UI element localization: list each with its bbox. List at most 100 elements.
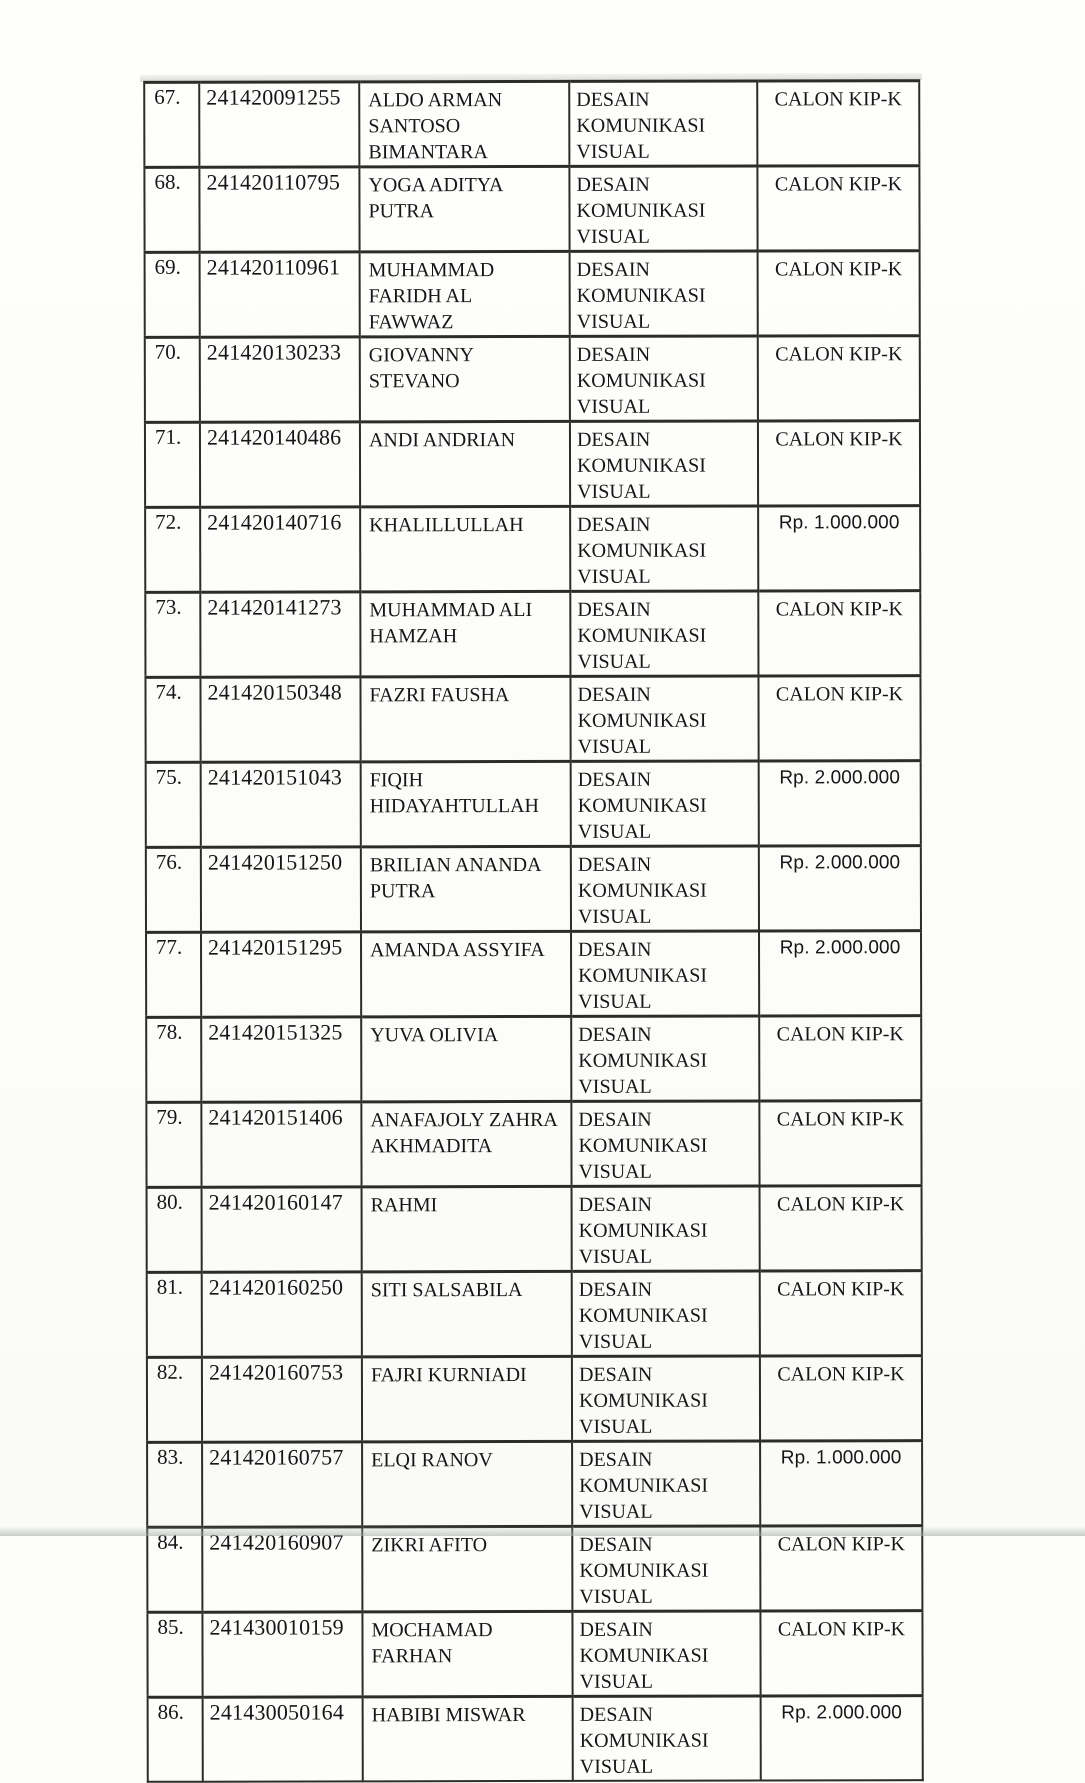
student-name-cell: YOGA ADITYA PUTRA bbox=[359, 166, 570, 252]
table-row: 78. 241420151325 YUVA OLIVIA DESAIN KOMU… bbox=[146, 1015, 922, 1103]
row-number-cell: 68. bbox=[144, 167, 200, 253]
table-row: 77. 241420151295 AMANDA ASSYIFA DESAIN K… bbox=[146, 930, 922, 1018]
student-id-cell: 241420151250 bbox=[200, 846, 362, 933]
student-id-cell: 241420150348 bbox=[200, 676, 361, 763]
status-cell: CALON KIP-K bbox=[759, 1270, 922, 1357]
student-name-cell: MOCHAMAD FARHAN bbox=[362, 1611, 573, 1697]
table-row: 80. 241420160147 RAHMI DESAIN KOMUNIKASI… bbox=[146, 1185, 922, 1273]
student-id-cell: 241420151043 bbox=[200, 761, 361, 848]
status-cell: CALON KIP-K bbox=[757, 420, 921, 507]
student-name-cell: ZIKRI AFITO bbox=[362, 1526, 573, 1612]
student-name-cell: KHALILLULLAH bbox=[360, 506, 571, 592]
status-cell: Rp. 1.000.000 bbox=[758, 505, 921, 592]
scan-artifact-bottom-edge bbox=[0, 1526, 1085, 1536]
row-number-cell: 72. bbox=[145, 507, 201, 593]
table-row: 73. 241420141273 MUHAMMAD ALI HAMZAH DES… bbox=[145, 590, 921, 678]
student-name-cell: FAZRI FAUSHA bbox=[360, 676, 571, 762]
row-number-cell: 79. bbox=[146, 1102, 202, 1188]
status-cell: CALON KIP-K bbox=[759, 1100, 922, 1187]
table-row: 79. 241420151406 ANAFAJOLY ZAHRA AKHMADI… bbox=[146, 1100, 922, 1188]
student-id-cell: 241420140716 bbox=[200, 506, 361, 593]
program-cell: DESAIN KOMUNIKASI VISUAL bbox=[569, 336, 758, 422]
program-cell: DESAIN KOMUNIKASI VISUAL bbox=[570, 676, 759, 762]
table-row: 84. 241420160907 ZIKRI AFITO DESAIN KOMU… bbox=[147, 1525, 923, 1613]
student-id-cell: 241420160757 bbox=[202, 1441, 363, 1528]
row-number-cell: 67. bbox=[144, 82, 200, 168]
row-number-cell: 78. bbox=[146, 1017, 202, 1103]
student-name-cell: MUHAMMAD FARIDH AL FAWWAZ bbox=[359, 251, 570, 337]
student-id-cell: 241420140486 bbox=[199, 421, 361, 508]
program-cell: DESAIN KOMUNIKASI VISUAL bbox=[571, 931, 760, 1017]
student-name-cell: MUHAMMAD ALI HAMZAH bbox=[360, 591, 571, 677]
status-cell: Rp. 1.000.000 bbox=[760, 1440, 923, 1527]
student-name-cell: RAHMI bbox=[361, 1186, 572, 1272]
student-name-cell: YUVA OLIVIA bbox=[361, 1016, 572, 1102]
table-row: 72. 241420140716 KHALILLULLAH DESAIN KOM… bbox=[145, 505, 921, 593]
status-cell: Rp. 2.000.000 bbox=[759, 930, 922, 1017]
row-number-cell: 75. bbox=[145, 762, 201, 848]
student-id-cell: 241420160753 bbox=[201, 1356, 363, 1443]
student-name-cell: AMANDA ASSYIFA bbox=[361, 931, 572, 1017]
program-cell: DESAIN KOMUNIKASI VISUAL bbox=[569, 81, 758, 167]
program-cell: DESAIN KOMUNIKASI VISUAL bbox=[570, 591, 759, 677]
table-row: 70. 241420130233 GIOVANNY STEVANO DESAIN… bbox=[144, 335, 920, 423]
row-number-cell: 73. bbox=[145, 592, 201, 678]
program-cell: DESAIN KOMUNIKASI VISUAL bbox=[571, 1101, 760, 1187]
status-cell: Rp. 2.000.000 bbox=[758, 760, 921, 847]
student-id-cell: 241420091255 bbox=[199, 81, 360, 168]
row-number-cell: 77. bbox=[146, 932, 202, 1018]
table-row: 75. 241420151043 FIQIH HIDAYAHTULLAH DES… bbox=[145, 760, 921, 848]
student-name-cell: ANAFAJOLY ZAHRA AKHMADITA bbox=[361, 1101, 572, 1187]
table-row: 68. 241420110795 YOGA ADITYA PUTRA DESAI… bbox=[144, 165, 920, 253]
program-cell: DESAIN KOMUNIKASI VISUAL bbox=[572, 1526, 761, 1612]
program-cell: DESAIN KOMUNIKASI VISUAL bbox=[570, 846, 760, 932]
program-cell: DESAIN KOMUNIKASI VISUAL bbox=[569, 421, 759, 507]
table-row: 86. 241430050164 HABIBI MISWAR DESAIN KO… bbox=[147, 1695, 923, 1782]
program-cell: DESAIN KOMUNIKASI VISUAL bbox=[572, 1611, 761, 1697]
student-id-cell: 241420151325 bbox=[201, 1016, 362, 1103]
status-cell: CALON KIP-K bbox=[760, 1525, 923, 1612]
student-id-cell: 241430010159 bbox=[202, 1611, 363, 1698]
student-name-cell: FIQIH HIDAYAHTULLAH bbox=[360, 761, 571, 847]
status-cell: CALON KIP-K bbox=[758, 675, 921, 762]
status-cell: CALON KIP-K bbox=[759, 1355, 923, 1442]
status-cell: CALON KIP-K bbox=[760, 1610, 923, 1697]
row-number-cell: 82. bbox=[146, 1357, 203, 1443]
student-id-cell: 241420130233 bbox=[199, 336, 360, 423]
table-row: 71. 241420140486 ANDI ANDRIAN DESAIN KOM… bbox=[144, 420, 921, 508]
program-cell: DESAIN KOMUNIKASI VISUAL bbox=[571, 1186, 760, 1272]
row-number-cell: 84. bbox=[147, 1527, 203, 1613]
student-id-cell: 241420160907 bbox=[202, 1526, 363, 1613]
table-row: 81. 241420160250 SITI SALSABILA DESAIN K… bbox=[146, 1270, 922, 1358]
program-cell: DESAIN KOMUNIKASI VISUAL bbox=[569, 166, 758, 252]
program-cell: DESAIN KOMUNIKASI VISUAL bbox=[570, 761, 759, 847]
row-number-cell: 70. bbox=[144, 337, 200, 423]
table-row: 67. 241420091255 ALDO ARMAN SANTOSO BIMA… bbox=[144, 80, 920, 168]
student-name-cell: BRILIAN ANANDA PUTRA bbox=[360, 846, 572, 932]
student-name-cell: GIOVANNY STEVANO bbox=[359, 336, 570, 422]
row-number-cell: 81. bbox=[146, 1272, 202, 1358]
student-id-cell: 241420151295 bbox=[201, 931, 362, 1018]
program-cell: DESAIN KOMUNIKASI VISUAL bbox=[569, 251, 758, 337]
row-number-cell: 85. bbox=[147, 1612, 203, 1698]
row-number-cell: 76. bbox=[145, 847, 202, 933]
status-cell: CALON KIP-K bbox=[757, 335, 920, 422]
status-cell: CALON KIP-K bbox=[757, 80, 920, 167]
row-number-cell: 86. bbox=[147, 1697, 203, 1782]
status-cell: Rp. 2.000.000 bbox=[758, 845, 922, 932]
program-cell: DESAIN KOMUNIKASI VISUAL bbox=[571, 1271, 760, 1357]
table-row: 82. 241420160753 FAJRI KURNIADI DESAIN K… bbox=[146, 1355, 923, 1443]
student-id-cell: 241430050164 bbox=[202, 1696, 363, 1782]
student-name-cell: ANDI ANDRIAN bbox=[359, 421, 571, 507]
program-cell: DESAIN KOMUNIKASI VISUAL bbox=[570, 506, 759, 592]
table-row: 83. 241420160757 ELQI RANOV DESAIN KOMUN… bbox=[147, 1440, 923, 1528]
status-cell: Rp. 2.000.000 bbox=[760, 1695, 923, 1781]
student-name-cell: HABIBI MISWAR bbox=[362, 1696, 573, 1782]
table-row: 74. 241420150348 FAZRI FAUSHA DESAIN KOM… bbox=[145, 675, 921, 763]
status-cell: CALON KIP-K bbox=[757, 250, 920, 337]
student-id-cell: 241420151406 bbox=[201, 1101, 362, 1188]
row-number-cell: 83. bbox=[147, 1442, 203, 1528]
row-number-cell: 74. bbox=[145, 677, 201, 763]
student-name-cell: SITI SALSABILA bbox=[361, 1271, 572, 1357]
